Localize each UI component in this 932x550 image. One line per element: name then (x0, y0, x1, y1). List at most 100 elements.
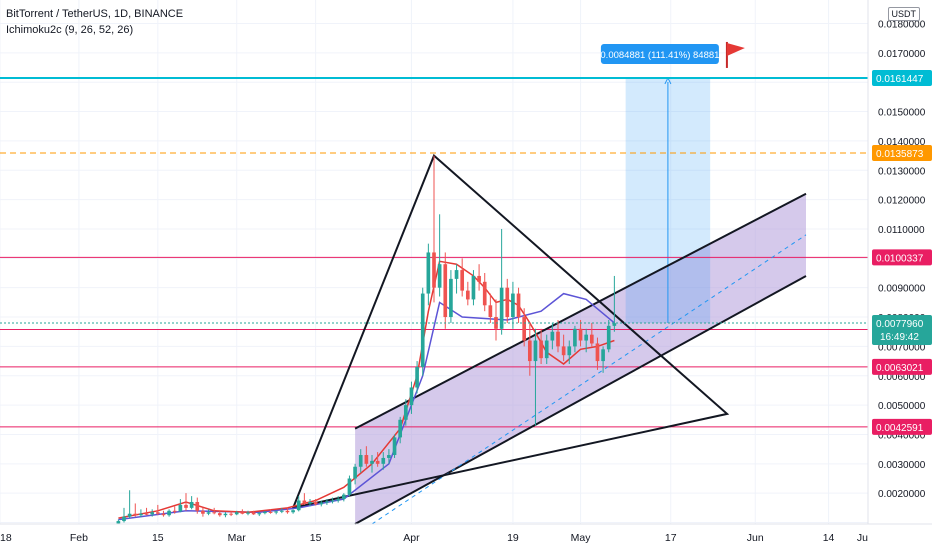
candle (167, 509, 171, 517)
price-tick-label: 0.0130000 (878, 166, 926, 177)
candle-body (533, 340, 538, 362)
candle (313, 499, 318, 506)
candle-body (426, 252, 431, 294)
candle-body (471, 275, 476, 300)
candle (544, 334, 549, 365)
candle-body (415, 366, 419, 388)
candle (488, 293, 493, 323)
candle-body (308, 501, 312, 504)
candle (161, 510, 166, 517)
candle (285, 507, 290, 514)
candle (561, 334, 566, 362)
candle (353, 463, 357, 485)
candle (505, 278, 510, 323)
candle-body (279, 510, 284, 512)
level-tag: 0.0042591 (876, 423, 924, 434)
candle (482, 273, 487, 312)
candle (127, 490, 132, 519)
candle (234, 510, 239, 516)
candle-body (296, 500, 301, 511)
candle-body (432, 252, 436, 288)
candle-body (263, 511, 267, 514)
candle (471, 270, 476, 306)
candle (381, 452, 386, 470)
last-price-tag: 0.0077960 (876, 319, 924, 330)
candle-body (347, 478, 352, 495)
candle-body (229, 513, 233, 515)
candle-body (178, 504, 183, 512)
price-tick-label: 0.0020000 (878, 489, 926, 500)
candle-body (302, 500, 307, 504)
price-tick-label: 0.0110000 (878, 225, 925, 236)
level-tag: 0.0161447 (876, 74, 924, 85)
candle-body (449, 278, 453, 318)
candle (296, 496, 301, 512)
candle-body (353, 466, 357, 479)
time-tick-label: Feb (70, 532, 88, 544)
candle-body (116, 521, 121, 524)
currency-badge[interactable]: USDT (887, 7, 920, 21)
candle (116, 519, 121, 524)
candle-body (539, 340, 543, 359)
time-tick-label: 17 (665, 532, 677, 544)
level-tag: 0.0063021 (876, 363, 924, 374)
time-tick-label: 15 (152, 532, 164, 544)
candle-body (409, 387, 414, 406)
time-tick-label: 14 (823, 532, 835, 544)
time-tick-label: Mar (228, 532, 247, 544)
candle (257, 511, 262, 517)
candle (330, 497, 335, 504)
candle (387, 449, 391, 464)
candle (139, 509, 143, 518)
candle (550, 322, 555, 350)
candle-body (567, 346, 572, 356)
candle-body (499, 287, 504, 329)
candle (595, 337, 600, 370)
candle-body (584, 334, 589, 341)
indicator-legend: Ichimoku2c (9, 26, 52, 26) (6, 24, 134, 36)
candle (150, 509, 155, 517)
candle (291, 509, 295, 514)
channel-fill (355, 193, 806, 524)
candle (251, 510, 256, 515)
candle (567, 340, 572, 365)
candle (341, 493, 346, 502)
candle-body (398, 419, 403, 438)
candle-body (595, 343, 600, 362)
time-tick-label: 18 (0, 532, 12, 544)
candle (274, 510, 279, 515)
candle-body (437, 264, 442, 288)
candle (499, 228, 504, 335)
time-tick-label: Jun (747, 532, 764, 544)
candle (302, 493, 307, 505)
candle (240, 509, 245, 515)
channel-upper-line (354, 192, 807, 430)
candle-body (573, 328, 577, 347)
candle (398, 416, 403, 444)
candle-body (133, 513, 138, 516)
candle-body (274, 511, 279, 513)
candle (454, 264, 459, 294)
candle (415, 361, 419, 394)
level-tag-bg (872, 69, 932, 86)
candle (155, 504, 160, 516)
candle (325, 499, 329, 505)
level-tag-bg (872, 145, 932, 162)
candle-body (319, 502, 324, 505)
candle (403, 399, 408, 426)
candle-body (155, 512, 160, 514)
price-tick-label: 0.0140000 (878, 137, 926, 148)
candle-body (387, 455, 391, 458)
candle-body (443, 264, 448, 318)
candle-body (144, 513, 149, 515)
candle-body (544, 340, 549, 359)
channel-lower-line (354, 275, 807, 525)
candle (443, 252, 448, 329)
level-tag: 0.0100337 (876, 253, 924, 264)
candle (437, 214, 442, 297)
candle (573, 325, 577, 353)
level-tag-bg (872, 418, 932, 435)
time-tick-label: 15 (310, 532, 322, 544)
channel-mid-line (371, 234, 807, 525)
